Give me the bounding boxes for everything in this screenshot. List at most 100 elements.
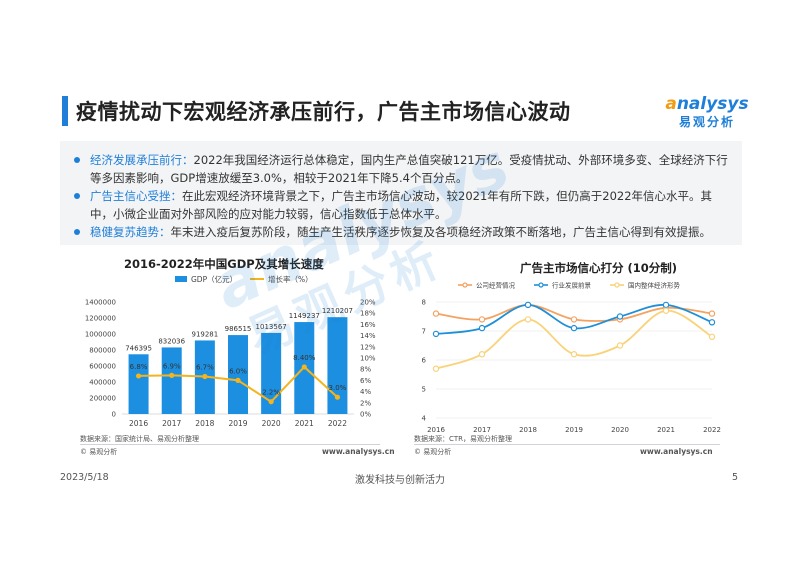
legend-label: 国内整体经济形势 bbox=[628, 281, 681, 290]
summary-item: 经济发展承压前行：2022年我国经济运行总体稳定，国内生产总值突破121万亿。受… bbox=[74, 151, 728, 187]
x-tick-label: 2021 bbox=[295, 419, 314, 428]
site-url: www.analysys.cn bbox=[322, 447, 395, 456]
series-point bbox=[662, 307, 670, 314]
logo-letters: nalysys bbox=[676, 94, 749, 114]
y-right-tick-label: 18% bbox=[360, 310, 376, 318]
series-point bbox=[432, 330, 440, 338]
x-tick-label: 2022 bbox=[328, 419, 347, 428]
y-left-tick-label: 200000 bbox=[89, 395, 116, 403]
y-left-tick-label: 1000000 bbox=[85, 331, 116, 339]
series-point bbox=[708, 310, 716, 317]
x-tick-label: 2020 bbox=[262, 419, 281, 428]
y-left-tick-label: 600000 bbox=[89, 363, 116, 371]
x-tick-label: 2017 bbox=[162, 419, 181, 428]
y-right-tick-label: 8% bbox=[360, 366, 371, 374]
growth-rate-label: 3.0% bbox=[329, 384, 347, 392]
growth-rate-point bbox=[334, 394, 341, 400]
growth-rate-label: 6.8% bbox=[130, 363, 148, 371]
y-right-tick-label: 10% bbox=[360, 355, 376, 363]
series-point bbox=[570, 350, 578, 358]
panel-logo: © 易观分析 bbox=[80, 448, 118, 456]
y-tick-label: 8 bbox=[422, 299, 426, 307]
x-tick-label: 2019 bbox=[228, 419, 247, 428]
gdp-bar bbox=[261, 332, 282, 414]
brand-logo: analysys 易观分析 bbox=[652, 94, 762, 130]
legend-label: 行业发展前景 bbox=[552, 281, 592, 290]
y-right-tick-label: 2% bbox=[360, 399, 371, 407]
legend-swatch-gdp bbox=[175, 276, 187, 282]
summary-label: 稳健复苏趋势： bbox=[90, 225, 171, 239]
gdp-value-label: 1149237 bbox=[289, 312, 320, 320]
growth-rate-label: 6.9% bbox=[163, 362, 181, 370]
gdp-bar bbox=[228, 335, 248, 414]
footer-date: 2023/5/18 bbox=[60, 472, 109, 483]
legend-marker bbox=[538, 282, 544, 288]
series-point bbox=[708, 319, 716, 326]
series-point bbox=[478, 316, 486, 323]
y-right-tick-label: 14% bbox=[360, 332, 376, 340]
gdp-bar bbox=[161, 347, 182, 414]
confidence-chart: 公司经营情况 行业发展前景 国内整体经济形势 4 5 6 7 8 2016 2017 2018 201… bbox=[422, 281, 721, 435]
y-right-tick-label: 0% bbox=[360, 411, 371, 419]
series-point bbox=[432, 310, 440, 317]
y-left-tick-label: 0 bbox=[112, 411, 116, 419]
confidence-chart-title: 广告主市场信心打分 (10分制) bbox=[520, 261, 678, 275]
gdp-bar bbox=[327, 317, 348, 414]
summary-text: 在此宏观经济环境背景之下，广告主市场信心波动，较2021年有所下跌，但仍高于20… bbox=[90, 189, 713, 221]
series-point bbox=[570, 324, 578, 332]
growth-rate-label: 6.0% bbox=[229, 367, 247, 375]
y-left-tick-label: 400000 bbox=[89, 379, 116, 387]
page-title: 疫情扰动下宏观经济承压前行，广告主市场信心波动 bbox=[76, 100, 571, 124]
y-tick-label: 6 bbox=[422, 357, 427, 365]
x-tick-label: 2022 bbox=[703, 426, 721, 434]
gdp-value-label: 832036 bbox=[158, 337, 185, 345]
y-right-tick-label: 16% bbox=[360, 321, 376, 329]
summary-box: 经济发展承压前行：2022年我国经济运行总体稳定，国内生产总值突破121万亿。受… bbox=[60, 141, 742, 245]
logo-letter: a bbox=[665, 94, 677, 114]
x-tick-label: 2021 bbox=[657, 426, 675, 434]
summary-label: 经济发展承压前行： bbox=[90, 153, 194, 167]
legend-marker bbox=[614, 282, 620, 288]
gdp-value-label: 1210207 bbox=[322, 307, 353, 315]
series-point bbox=[432, 365, 440, 372]
x-tick-label: 2018 bbox=[195, 419, 214, 428]
page-number: 5 bbox=[732, 472, 739, 483]
series-point bbox=[478, 324, 486, 332]
legend-label-rate: 增长率（%） bbox=[268, 274, 313, 284]
gdp-value-label: 746395 bbox=[125, 344, 152, 352]
series-point bbox=[662, 301, 670, 309]
series-point bbox=[708, 333, 716, 341]
x-tick-label: 2020 bbox=[611, 426, 629, 434]
source-note: 数据来源：国家统计局、易观分析整理 bbox=[80, 435, 199, 443]
series-point bbox=[570, 316, 578, 323]
series-point bbox=[524, 316, 532, 323]
y-tick-label: 7 bbox=[422, 328, 426, 336]
chart-divider bbox=[80, 444, 380, 445]
legend-marker bbox=[462, 282, 468, 288]
bullet-icon bbox=[74, 193, 80, 199]
growth-rate-label: 8.40% bbox=[293, 354, 316, 362]
y-left-tick-label: 1200000 bbox=[85, 315, 116, 323]
y-right-tick-label: 12% bbox=[360, 343, 376, 351]
x-tick-label: 2016 bbox=[427, 426, 445, 434]
series-point bbox=[616, 342, 624, 349]
summary-item: 广告主信心受挫：在此宏观经济环境背景之下，广告主市场信心波动，较2021年有所下… bbox=[74, 187, 728, 223]
chart-divider bbox=[414, 444, 720, 445]
growth-rate-label: 6.7% bbox=[196, 363, 214, 371]
growth-rate-point bbox=[235, 377, 241, 383]
growth-rate-point bbox=[135, 373, 142, 379]
growth-rate-point bbox=[202, 373, 208, 380]
series-point bbox=[616, 313, 624, 320]
logo-wordmark: analysys bbox=[652, 94, 762, 114]
panel-logo: © 易观分析 bbox=[414, 448, 452, 456]
title-accent-bar bbox=[62, 96, 68, 126]
legend-label: 公司经营情况 bbox=[476, 281, 516, 290]
bullet-icon bbox=[74, 157, 80, 163]
growth-rate-label: 2.2% bbox=[262, 389, 280, 397]
gdp-chart: GDP（亿元） 增长率（%） 0 200000 400000 600000 800000 10… bbox=[85, 274, 376, 428]
x-tick-label: 2017 bbox=[473, 426, 491, 434]
y-left-tick-label: 1400000 bbox=[85, 299, 116, 307]
bullet-icon bbox=[74, 229, 80, 235]
y-tick-label: 4 bbox=[422, 415, 427, 423]
y-left-tick-label: 800000 bbox=[89, 347, 116, 355]
